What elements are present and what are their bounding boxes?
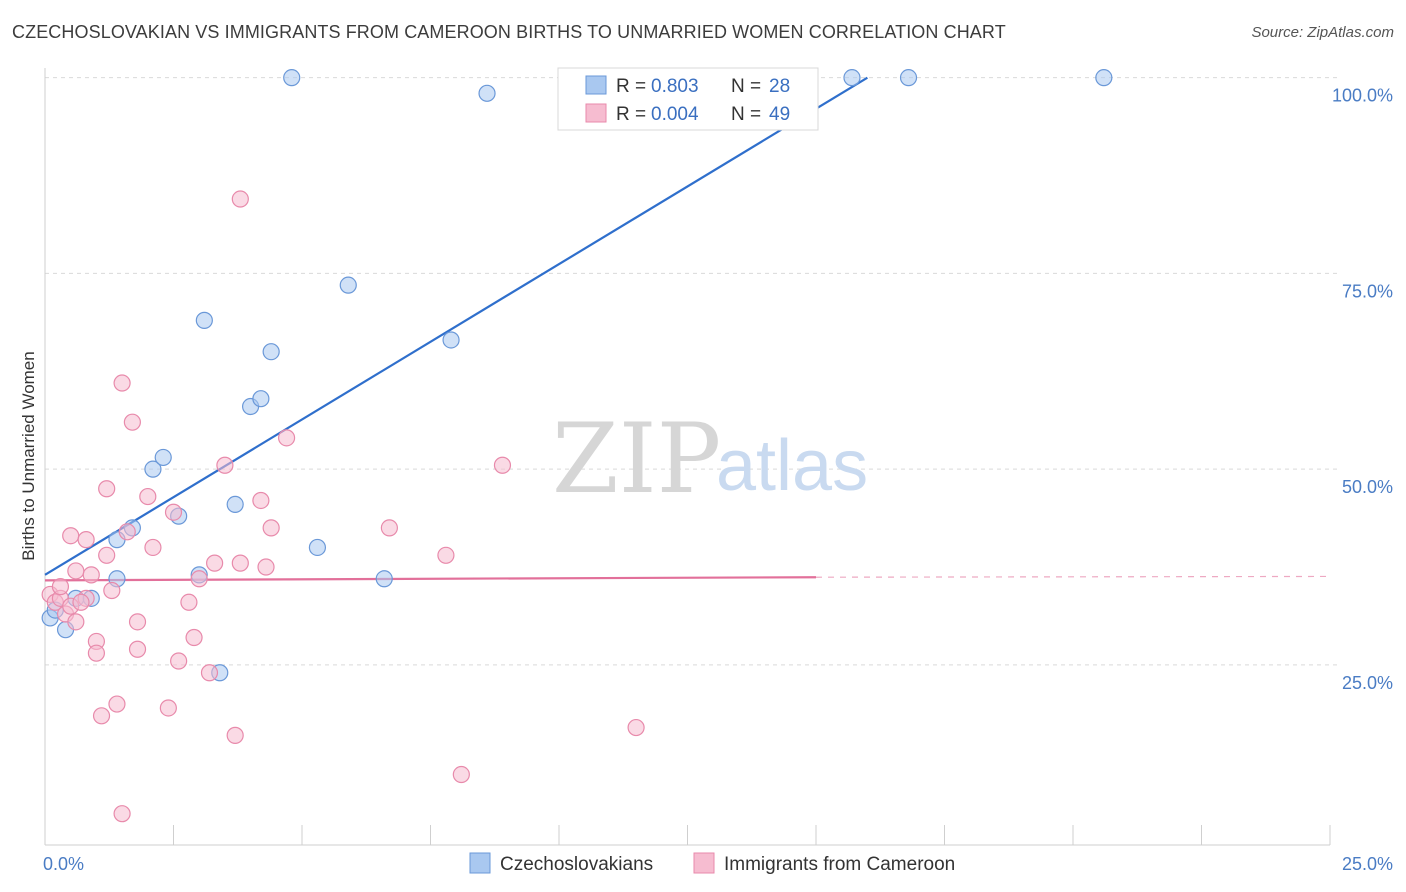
y-axis-label: Births to Unmarried Women bbox=[19, 351, 38, 560]
point-immigrants-cameroon bbox=[170, 652, 188, 670]
legend-swatch-blue bbox=[585, 75, 607, 95]
point-czechoslovakians bbox=[375, 570, 393, 588]
legend-r-label-blue: R = bbox=[616, 76, 646, 97]
point-immigrants-cameroon bbox=[128, 613, 147, 631]
point-immigrants-cameroon bbox=[108, 695, 126, 713]
point-immigrants-cameroon bbox=[118, 523, 136, 541]
trend-line-czechoslovakians bbox=[44, 76, 868, 576]
point-immigrants-cameroon bbox=[164, 503, 183, 521]
y-tick-label: 100.0% bbox=[1332, 86, 1393, 106]
y-tick-label: 50.0% bbox=[1342, 477, 1393, 497]
point-immigrants-cameroon bbox=[128, 640, 147, 658]
chart-source: Source: ZipAtlas.com bbox=[1251, 24, 1394, 41]
point-immigrants-cameroon bbox=[103, 581, 121, 600]
point-immigrants-cameroon bbox=[123, 413, 141, 431]
point-immigrants-cameroon bbox=[252, 491, 270, 510]
point-immigrants-cameroon bbox=[493, 456, 512, 474]
data-points bbox=[41, 69, 1113, 823]
legend-r-value-blue: 0.803 bbox=[651, 76, 699, 97]
point-czechoslovakians bbox=[154, 448, 172, 467]
chart-title: CZECHOSLOVAKIAN VS IMMIGRANTS FROM CAMER… bbox=[12, 22, 1006, 42]
legend-r-value-pink: 0.004 bbox=[651, 104, 699, 125]
point-immigrants-cameroon bbox=[180, 593, 198, 611]
watermark-zip: ZIP bbox=[552, 403, 721, 515]
point-immigrants-cameroon bbox=[113, 805, 131, 823]
point-immigrants-cameroon bbox=[257, 558, 275, 576]
point-czechoslovakians bbox=[442, 331, 460, 349]
trend-lines bbox=[44, 76, 1331, 582]
point-immigrants-cameroon bbox=[51, 578, 70, 596]
point-immigrants-cameroon bbox=[82, 566, 100, 584]
point-czechoslovakians bbox=[308, 538, 327, 557]
point-czechoslovakians bbox=[226, 495, 244, 513]
x-tick-label: 25.0% bbox=[1342, 854, 1393, 874]
point-immigrants-cameroon bbox=[98, 546, 116, 564]
point-czechoslovakians bbox=[1095, 69, 1113, 87]
bottom-legend-swatch-blue bbox=[469, 852, 491, 874]
correlation-legend: R = 0.803 N = 28 R = 0.004 N = 49 bbox=[557, 67, 819, 131]
point-czechoslovakians bbox=[339, 276, 357, 294]
point-czechoslovakians bbox=[144, 460, 162, 478]
point-immigrants-cameroon bbox=[98, 480, 116, 498]
legend-swatch-pink bbox=[585, 103, 607, 123]
legend-n-label-pink: N = bbox=[731, 104, 761, 125]
point-immigrants-cameroon bbox=[67, 613, 85, 631]
watermark: ZIP atlas bbox=[552, 403, 868, 515]
point-immigrants-cameroon bbox=[231, 190, 249, 208]
point-immigrants-cameroon bbox=[200, 664, 219, 682]
point-czechoslovakians bbox=[252, 390, 270, 408]
point-czechoslovakians bbox=[478, 84, 496, 102]
point-czechoslovakians bbox=[262, 343, 280, 361]
tick-labels: 25.0% 50.0% 75.0% 100.0% 0.0% 25.0% bbox=[43, 86, 1393, 874]
point-immigrants-cameroon bbox=[67, 562, 85, 580]
bottom-legend-swatch-pink bbox=[693, 852, 715, 874]
point-immigrants-cameroon bbox=[231, 554, 249, 572]
point-immigrants-cameroon bbox=[72, 593, 90, 611]
point-immigrants-cameroon bbox=[92, 707, 111, 725]
legend-n-label-blue: N = bbox=[731, 76, 761, 97]
point-immigrants-cameroon bbox=[159, 699, 177, 717]
trend-line-immigrants-cameroon bbox=[44, 576, 817, 582]
bottom-legend-label-blue: Czechoslovakians bbox=[500, 854, 653, 875]
axes bbox=[44, 68, 1331, 846]
point-immigrants-cameroon bbox=[226, 726, 244, 744]
y-tick-label: 25.0% bbox=[1342, 673, 1393, 693]
point-immigrants-cameroon bbox=[627, 718, 645, 737]
point-czechoslovakians bbox=[283, 69, 301, 87]
bottom-legend-label-pink: Immigrants from Cameroon bbox=[724, 854, 955, 875]
point-immigrants-cameroon bbox=[62, 527, 80, 545]
point-immigrants-cameroon bbox=[452, 765, 470, 784]
point-immigrants-cameroon bbox=[262, 519, 280, 537]
point-immigrants-cameroon bbox=[77, 531, 95, 549]
point-immigrants-cameroon bbox=[113, 374, 131, 392]
point-czechoslovakians bbox=[843, 69, 861, 87]
point-czechoslovakians bbox=[899, 69, 918, 87]
legend-r-label-pink: R = bbox=[616, 104, 646, 125]
series-legend: Czechoslovakians Immigrants from Cameroo… bbox=[469, 852, 955, 875]
point-immigrants-cameroon bbox=[437, 546, 455, 564]
point-immigrants-cameroon bbox=[185, 628, 203, 647]
point-immigrants-cameroon bbox=[139, 487, 157, 506]
point-immigrants-cameroon bbox=[87, 644, 106, 662]
point-immigrants-cameroon bbox=[206, 554, 224, 572]
point-immigrants-cameroon bbox=[380, 519, 398, 537]
x-tick-label: 0.0% bbox=[43, 854, 84, 874]
legend-n-value-pink: 49 bbox=[769, 104, 790, 125]
point-immigrants-cameroon bbox=[216, 456, 234, 474]
point-immigrants-cameroon bbox=[144, 538, 162, 557]
point-immigrants-cameroon bbox=[190, 570, 208, 588]
watermark-atlas: atlas bbox=[716, 426, 868, 506]
point-czechoslovakians bbox=[195, 311, 213, 329]
legend-n-value-blue: 28 bbox=[769, 76, 790, 97]
point-immigrants-cameroon bbox=[277, 429, 296, 447]
y-tick-label: 75.0% bbox=[1342, 281, 1393, 301]
trend-line-immigrants-cameroon-extension bbox=[815, 575, 1331, 578]
